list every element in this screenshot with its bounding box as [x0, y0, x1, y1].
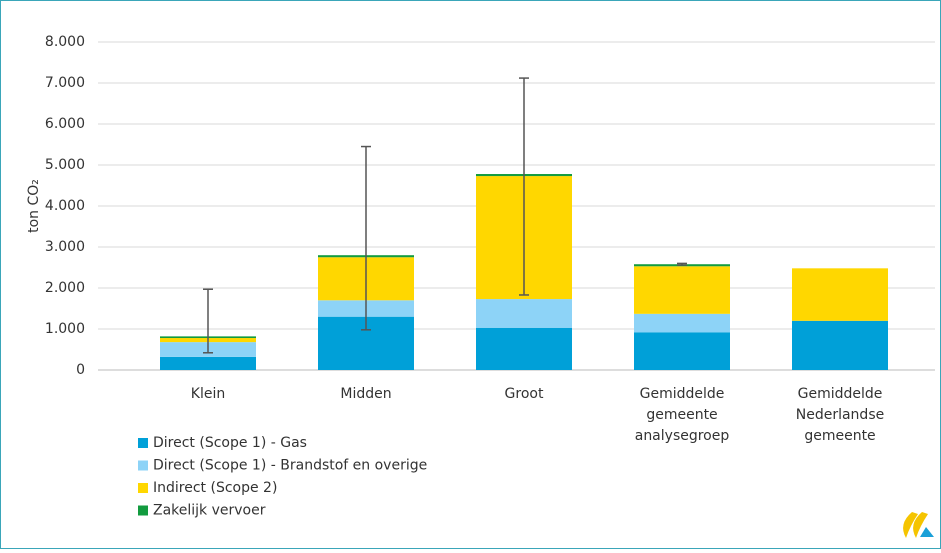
y-tick-label: 3.000	[45, 239, 85, 255]
y-tick-label: 2.000	[45, 280, 85, 296]
y-tick-label: 8.000	[45, 34, 85, 50]
y-tick-label: 5.000	[45, 157, 85, 173]
legend-swatch	[138, 505, 148, 516]
x-tick-label: Groot	[505, 386, 544, 402]
y-tick-label: 4.000	[45, 198, 85, 214]
bar-segment	[634, 313, 730, 333]
legend-swatch	[138, 483, 148, 493]
bar-segment	[160, 356, 256, 370]
bar-segment	[634, 332, 730, 370]
bar-segment	[792, 320, 888, 370]
bar-segment	[792, 268, 888, 321]
x-tick-label: Midden	[340, 386, 391, 402]
logo	[903, 512, 934, 538]
legend-swatch	[138, 460, 148, 471]
legend-label: Indirect (Scope 2)	[153, 480, 277, 496]
y-tick-label: 0	[76, 362, 85, 378]
y-tick-label: 7.000	[45, 75, 85, 91]
y-tick-label: 6.000	[45, 116, 85, 132]
x-tick-label: Klein	[191, 386, 225, 402]
bar-segment	[634, 266, 730, 314]
bar-segment	[476, 327, 572, 370]
legend-label: Direct (Scope 1) - Gas	[153, 435, 307, 451]
x-tick-label: Gemiddelde gemeente analysegroep	[635, 386, 730, 444]
y-axis-label: ton CO₂	[26, 179, 42, 233]
legend-swatch	[138, 438, 148, 448]
legend-label: Zakelijk vervoer	[153, 503, 266, 519]
y-tick-label: 1.000	[45, 321, 85, 337]
bar-segment	[476, 299, 572, 328]
x-tick-label: Gemiddelde Nederlandse gemeente	[796, 386, 884, 444]
legend-label: Direct (Scope 1) - Brandstof en overige	[153, 458, 427, 474]
